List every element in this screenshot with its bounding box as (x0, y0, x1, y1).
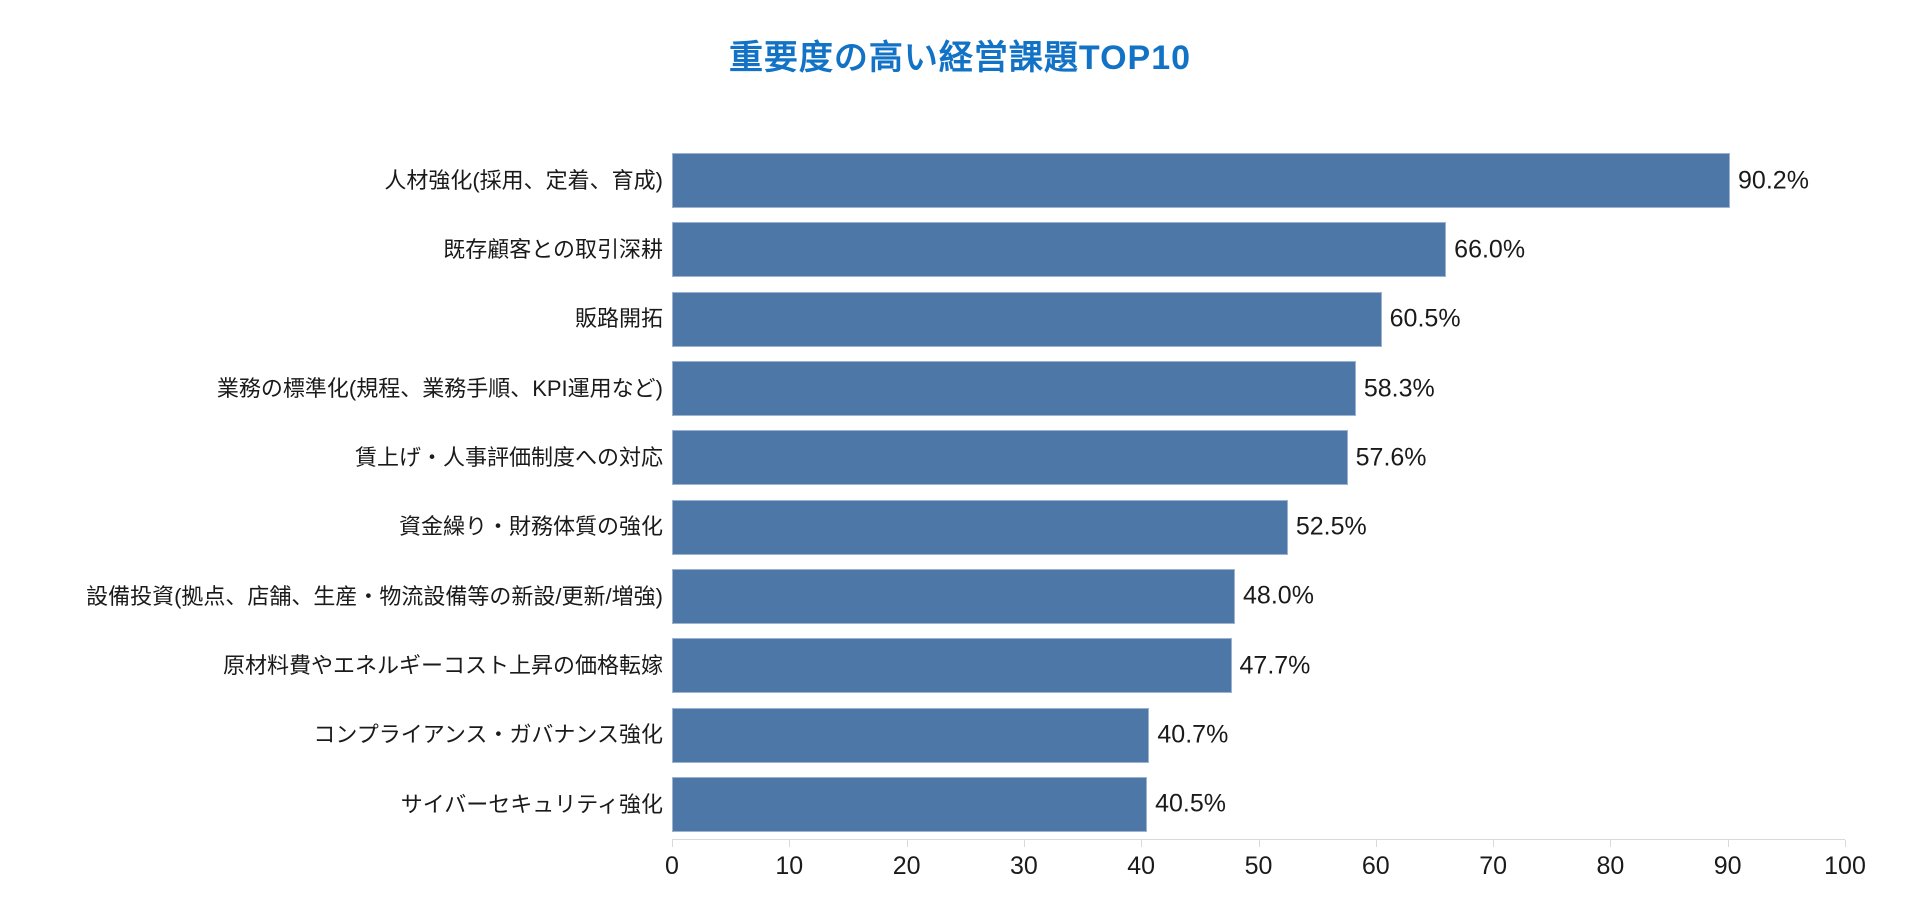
bar (672, 291, 1382, 347)
bar (672, 222, 1447, 278)
value-label: 66.0% (1454, 235, 1526, 264)
axis-tick-label: 100 (1824, 851, 1866, 880)
bar (672, 568, 1236, 624)
axis-tick (1845, 839, 1846, 847)
chart-title: 重要度の高い経営課題TOP10 (728, 39, 1192, 77)
bar-track: 57.6% (672, 430, 1845, 486)
bar-track: 47.7% (672, 638, 1845, 694)
category-label: 既存顧客との取引深耕 (443, 237, 663, 263)
bar (672, 430, 1348, 486)
chart-row: 人材強化(採用、定着、育成) 90.2% (0, 146, 1920, 215)
axis-tick-label: 0 (665, 851, 679, 880)
value-label: 60.5% (1389, 304, 1461, 333)
bar-track: 40.5% (672, 776, 1845, 832)
chart-row: コンプライアンス・ガバナンス強化 40.7% (0, 700, 1920, 769)
axis-tick (1610, 839, 1612, 847)
value-label: 52.5% (1295, 512, 1367, 541)
category-label: コンプライアンス・ガバナンス強化 (313, 722, 663, 748)
axis-tick (1493, 839, 1495, 847)
bar-track: 48.0% (672, 568, 1845, 624)
axis-tick-label: 40 (1127, 851, 1156, 880)
value-label: 57.6% (1355, 443, 1427, 472)
category-label: 業務の標準化(規程、業務手順、KPI運用など) (216, 375, 663, 401)
category-label: 資金繰り・財務体質の強化 (398, 514, 663, 540)
bar (672, 153, 1731, 209)
axis-tick (1727, 839, 1729, 847)
x-axis: 0 10 20 30 40 50 60 70 80 90 100 (665, 838, 1866, 894)
chart-row: 資金繰り・財務体質の強化 52.5% (0, 492, 1920, 561)
bar-track: 66.0% (672, 222, 1845, 278)
category-label: 原材料費やエネルギーコスト上昇の価格転嫁 (222, 652, 663, 678)
axis-tick (1258, 839, 1260, 847)
category-label: 賃上げ・人事評価制度への対応 (354, 445, 663, 471)
bar-track: 40.7% (672, 707, 1845, 763)
bar (672, 361, 1356, 417)
value-label: 90.2% (1738, 166, 1809, 195)
axis-tick (1023, 839, 1025, 847)
category-label: 人材強化(採用、定着、育成) (384, 167, 663, 193)
axis-tick-label: 30 (1009, 851, 1038, 880)
value-label: 40.7% (1157, 720, 1229, 749)
value-label: 40.5% (1155, 789, 1226, 818)
bar (672, 776, 1148, 832)
axis-tick-label: 50 (1244, 851, 1273, 880)
chart-row: 販路開拓 60.5% (0, 285, 1920, 354)
bar (672, 499, 1288, 555)
axis-tick-label: 20 (892, 851, 921, 880)
chart-row: 賃上げ・人事評価制度への対応 57.6% (0, 423, 1920, 492)
bar-track: 60.5% (672, 291, 1845, 347)
bar-track: 90.2% (672, 153, 1845, 209)
bar (672, 707, 1150, 763)
axis-tick (789, 839, 791, 847)
bar-track: 52.5% (672, 499, 1845, 555)
axis-tick (906, 839, 908, 847)
bar-track: 58.3% (672, 361, 1845, 417)
category-label: 販路開拓 (574, 306, 663, 332)
axis-tick-label: 90 (1713, 851, 1742, 880)
value-label: 48.0% (1243, 581, 1314, 610)
axis-tick-label: 70 (1479, 851, 1507, 880)
chart-row: サイバーセキュリティ強化 40.5% (0, 770, 1920, 839)
category-label: 設備投資(拠点、店舗、生産・物流設備等の新設/更新/増強) (86, 583, 663, 609)
bar-chart: 人材強化(採用、定着、育成) 90.2% 既存顧客との取引深耕 66.0% 販路… (0, 146, 1920, 894)
axis-tick-label: 80 (1596, 851, 1625, 880)
axis-tick (1141, 839, 1143, 847)
axis-tick (672, 839, 673, 847)
bar (672, 638, 1232, 694)
value-label: 47.7% (1239, 651, 1311, 680)
chart-rows: 人材強化(採用、定着、育成) 90.2% 既存顧客との取引深耕 66.0% 販路… (0, 146, 1920, 839)
chart-row: 設備投資(拠点、店舗、生産・物流設備等の新設/更新/増強) 48.0% (0, 562, 1920, 631)
category-label: サイバーセキュリティ強化 (400, 791, 663, 817)
axis-tick-label: 60 (1361, 851, 1390, 880)
chart-row: 業務の標準化(規程、業務手順、KPI運用など) 58.3% (0, 354, 1920, 423)
axis-tick (1375, 839, 1377, 847)
chart-row: 既存顧客との取引深耕 66.0% (0, 215, 1920, 284)
axis-tick-label: 10 (775, 851, 804, 880)
chart-row: 原材料費やエネルギーコスト上昇の価格転嫁 47.7% (0, 631, 1920, 700)
value-label: 58.3% (1363, 374, 1435, 403)
